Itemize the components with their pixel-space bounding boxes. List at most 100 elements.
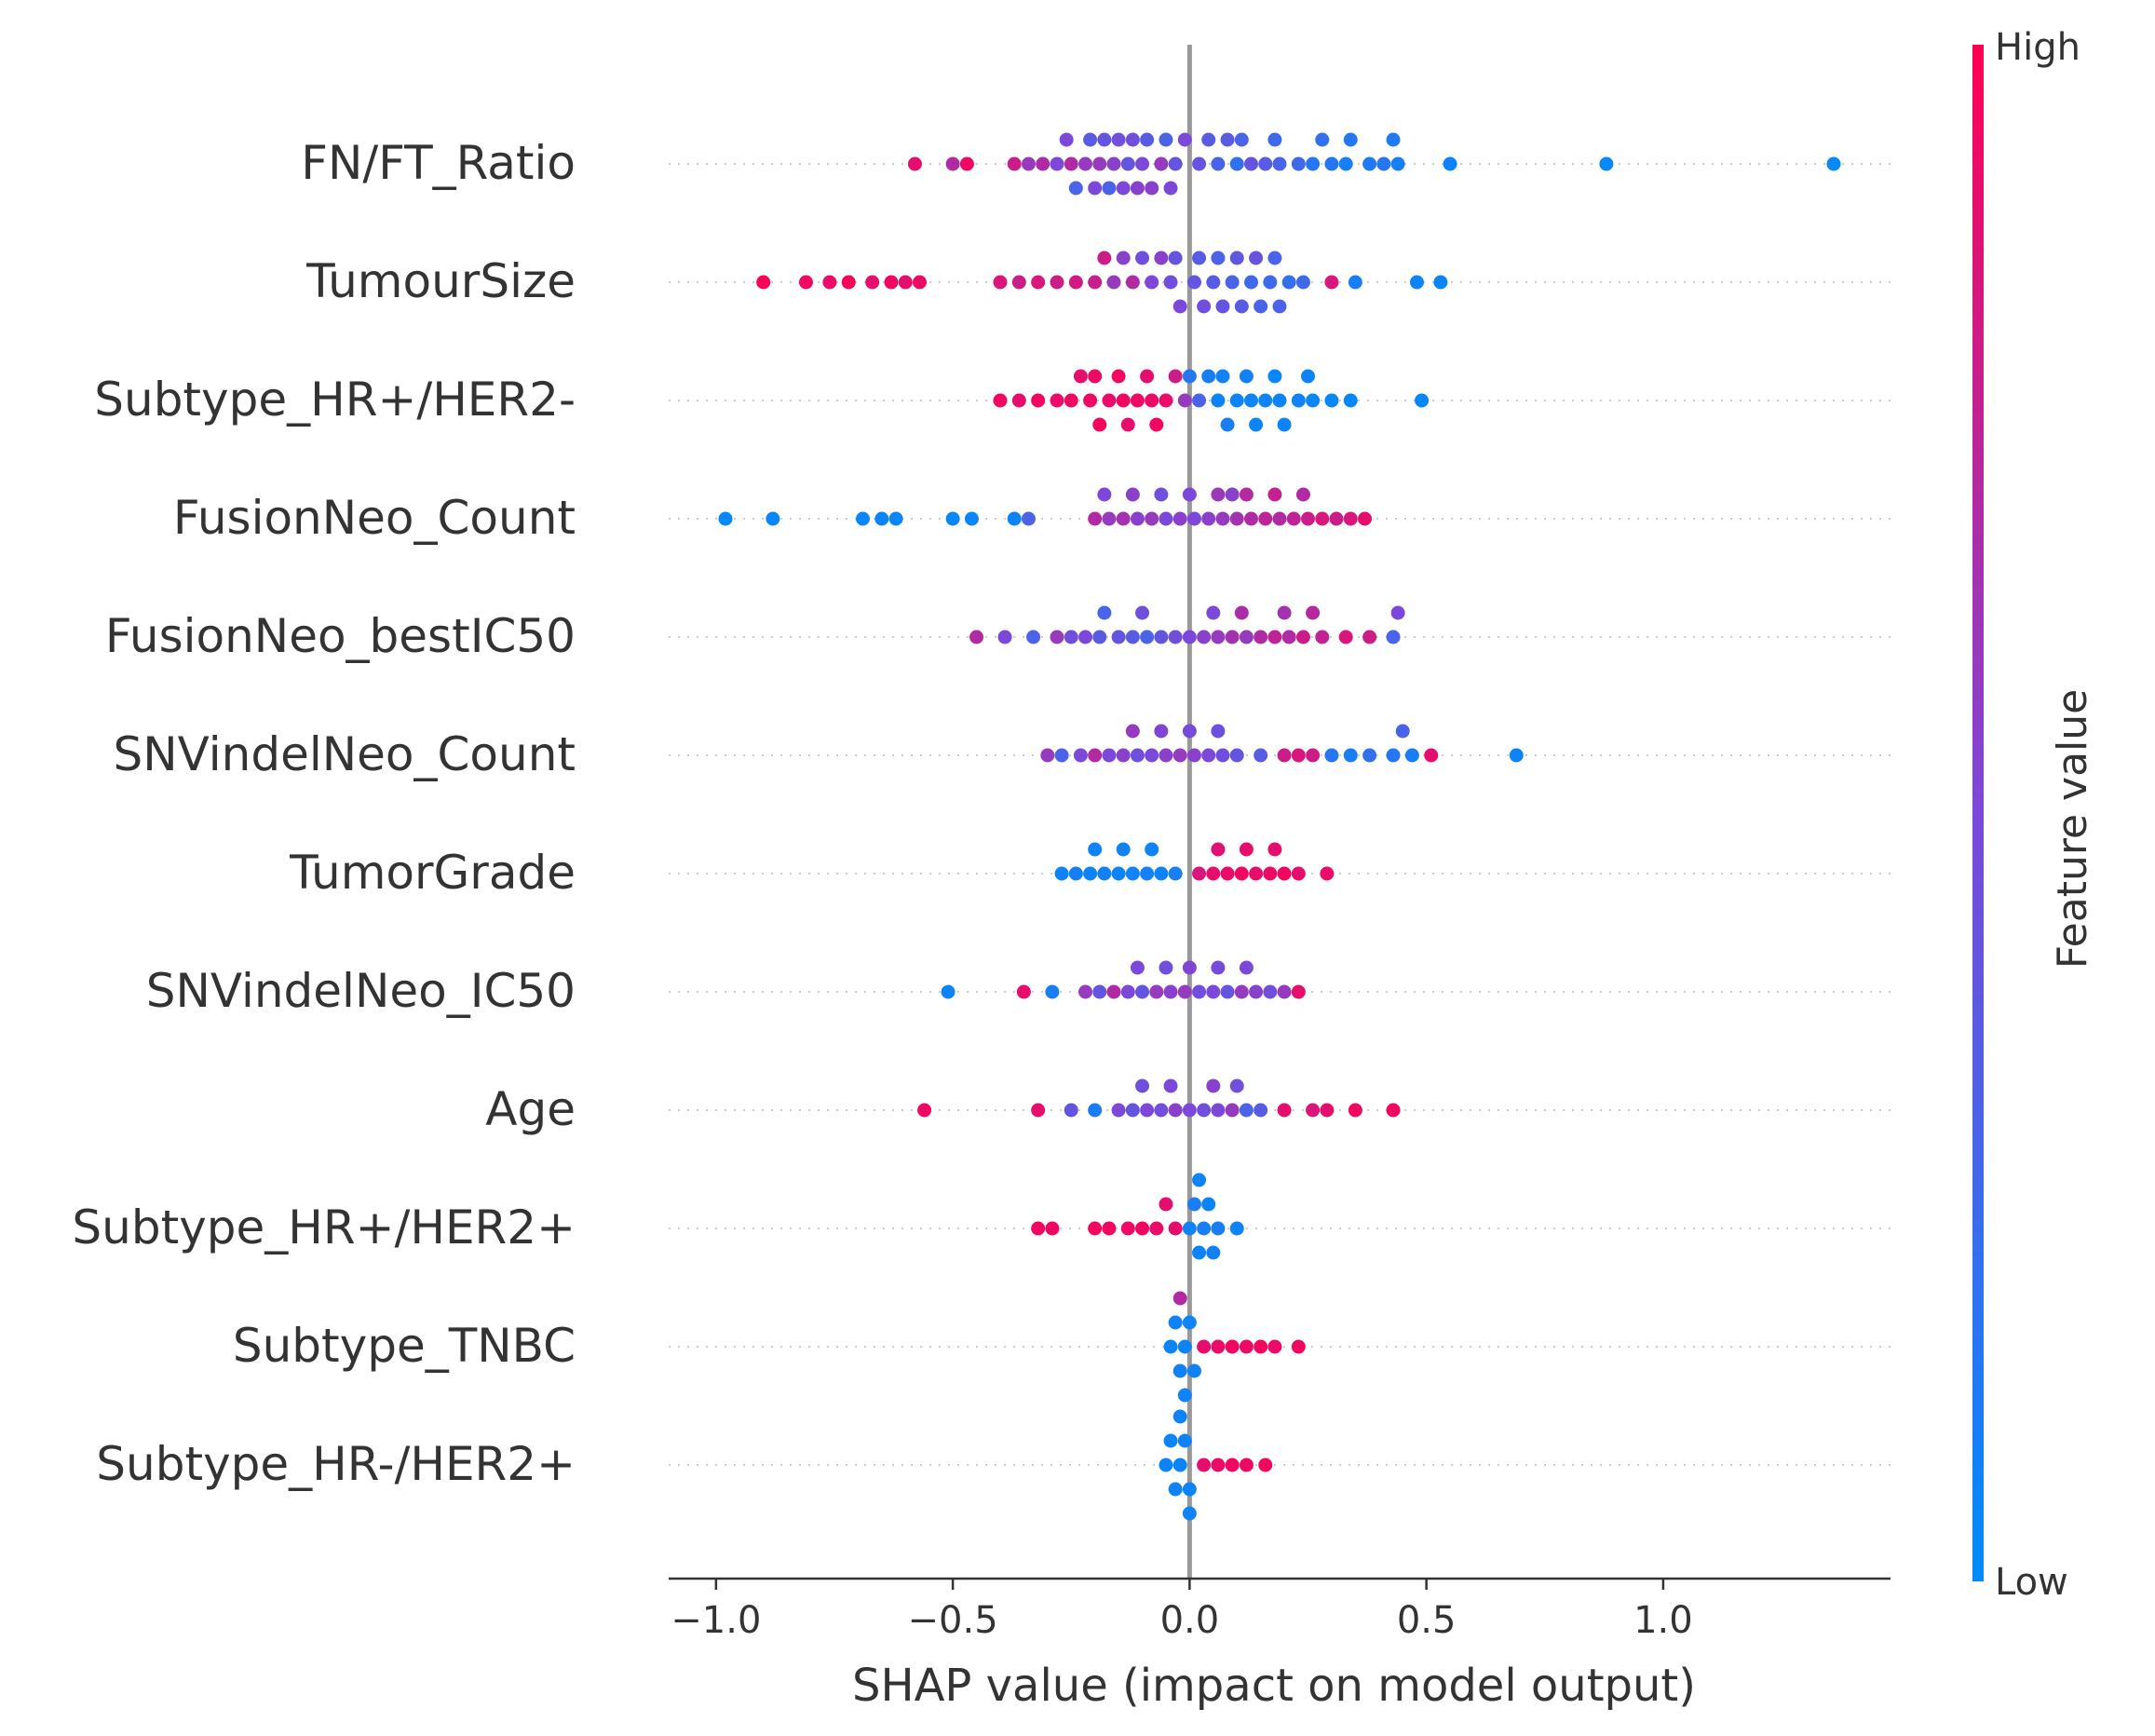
shap-point bbox=[1338, 630, 1353, 644]
shap-point bbox=[1362, 748, 1377, 763]
shap-point bbox=[1254, 1339, 1268, 1354]
shap-point bbox=[841, 275, 856, 290]
shap-point bbox=[964, 511, 979, 526]
shap-point bbox=[1182, 1103, 1197, 1118]
shap-point bbox=[1145, 393, 1159, 408]
shap-point bbox=[1145, 181, 1159, 196]
shap-point bbox=[1045, 984, 1060, 999]
shap-point bbox=[1229, 511, 1244, 526]
shap-point bbox=[1177, 132, 1192, 147]
shap-point bbox=[1358, 511, 1373, 526]
shap-point bbox=[1116, 393, 1131, 408]
shap-point bbox=[1168, 1482, 1183, 1497]
feature-label: FusionNeo_bestIC50 bbox=[105, 609, 576, 663]
feature-guide-lines bbox=[669, 163, 1891, 1466]
x-tick-label: 0.5 bbox=[1397, 1599, 1457, 1642]
shap-point bbox=[1277, 417, 1292, 432]
shap-point bbox=[1306, 605, 1321, 620]
shap-point bbox=[1348, 275, 1362, 290]
shap-point bbox=[1201, 369, 1216, 384]
shap-point bbox=[1125, 630, 1140, 644]
shap-point bbox=[1092, 630, 1107, 644]
shap-point bbox=[1225, 1103, 1240, 1118]
shap-point bbox=[1159, 393, 1173, 408]
shap-point bbox=[1172, 299, 1187, 314]
shap-point bbox=[1102, 748, 1117, 763]
shap-point bbox=[1064, 156, 1078, 171]
shap-point bbox=[855, 511, 870, 526]
shap-point bbox=[941, 984, 956, 999]
shap-point bbox=[1267, 1339, 1282, 1354]
shap-point bbox=[1267, 842, 1282, 857]
shap-point bbox=[1120, 156, 1135, 171]
shap-point bbox=[1211, 1339, 1226, 1354]
shap-point bbox=[1059, 132, 1074, 147]
shap-point bbox=[1078, 984, 1093, 999]
shap-point bbox=[874, 511, 889, 526]
shap-point bbox=[1211, 487, 1226, 502]
shap-point bbox=[1197, 299, 1212, 314]
shap-point bbox=[1249, 984, 1264, 999]
shap-point bbox=[1267, 132, 1282, 147]
colorbar-low-label: Low bbox=[1995, 1561, 2068, 1604]
shap-point bbox=[1073, 748, 1088, 763]
shap-point bbox=[1125, 1103, 1140, 1118]
shap-point bbox=[1206, 866, 1221, 881]
shap-point bbox=[1130, 748, 1145, 763]
shap-point bbox=[1225, 275, 1240, 290]
shap-point bbox=[1225, 1458, 1240, 1472]
shap-point bbox=[1088, 275, 1103, 290]
feature-label: TumorGrade bbox=[289, 846, 576, 900]
shap-point bbox=[1068, 866, 1083, 881]
shap-point bbox=[993, 393, 1008, 408]
shap-point bbox=[1172, 748, 1187, 763]
shap-point bbox=[1258, 1458, 1273, 1472]
colorbar bbox=[1972, 45, 1984, 1581]
shap-point bbox=[1234, 299, 1249, 314]
shap-point bbox=[1140, 1103, 1155, 1118]
shap-point bbox=[1068, 275, 1083, 290]
shap-point bbox=[1036, 156, 1050, 171]
feature-label: Subtype_HR+/HER2+ bbox=[72, 1200, 576, 1255]
shap-point bbox=[1433, 275, 1448, 290]
shap-point bbox=[1306, 1103, 1321, 1118]
shap-point bbox=[1140, 866, 1155, 881]
shap-point bbox=[1386, 132, 1401, 147]
shap-point bbox=[1306, 393, 1321, 408]
shap-point bbox=[1083, 132, 1098, 147]
shap-point bbox=[1211, 630, 1226, 644]
feature-label: FusionNeo_Count bbox=[173, 491, 576, 545]
shap-point bbox=[1234, 866, 1249, 881]
shap-point bbox=[1172, 1291, 1187, 1306]
shap-point bbox=[1249, 251, 1264, 265]
shap-point bbox=[1206, 984, 1221, 999]
shap-point bbox=[1306, 156, 1321, 171]
shap-point bbox=[1295, 630, 1310, 644]
shap-point bbox=[1324, 275, 1339, 290]
feature-label: FN/FT_Ratio bbox=[301, 136, 576, 190]
shap-point bbox=[1404, 748, 1419, 763]
shap-point bbox=[1064, 393, 1078, 408]
shap-point bbox=[1291, 748, 1306, 763]
x-axis-label: SHAP value (impact on model output) bbox=[852, 1660, 1696, 1712]
shap-point bbox=[1291, 393, 1306, 408]
shap-point bbox=[1168, 1315, 1183, 1330]
shap-point bbox=[1168, 251, 1183, 265]
shap-point bbox=[1239, 487, 1254, 502]
shap-point bbox=[1229, 1078, 1244, 1093]
shap-point bbox=[1177, 393, 1192, 408]
shap-point bbox=[907, 156, 922, 171]
shap-point bbox=[1315, 132, 1330, 147]
shap-point bbox=[1130, 511, 1145, 526]
shap-point bbox=[1443, 156, 1457, 171]
shap-point bbox=[1211, 156, 1226, 171]
shap-point bbox=[1026, 630, 1041, 644]
shap-point bbox=[756, 275, 771, 290]
shap-point bbox=[1106, 156, 1121, 171]
shap-point bbox=[917, 1103, 932, 1118]
shap-point bbox=[1054, 866, 1069, 881]
shap-point bbox=[1277, 866, 1292, 881]
shap-point bbox=[1277, 1103, 1292, 1118]
shap-point bbox=[1031, 1221, 1046, 1236]
shap-point bbox=[1229, 251, 1244, 265]
